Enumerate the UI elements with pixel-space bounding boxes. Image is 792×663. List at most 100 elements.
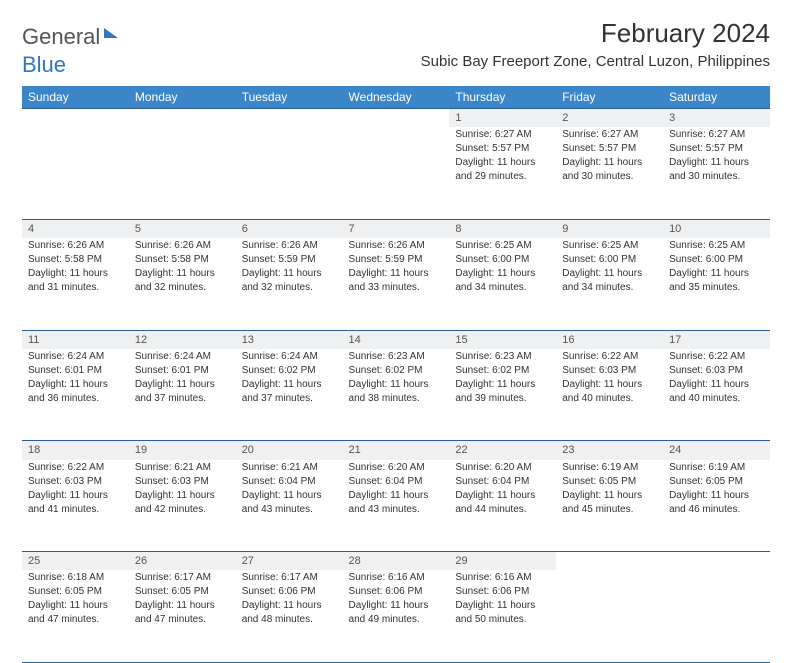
day-info-line: Daylight: 11 hours bbox=[562, 156, 657, 169]
day-info-line: Sunset: 6:04 PM bbox=[349, 475, 444, 488]
day-info-line: Daylight: 11 hours bbox=[28, 489, 123, 502]
logo-text-1: General bbox=[22, 24, 100, 50]
day-data-row: Sunrise: 6:18 AMSunset: 6:05 PMDaylight:… bbox=[22, 570, 770, 662]
day-number-row: 18192021222324 bbox=[22, 441, 770, 460]
day-number-cell bbox=[22, 109, 129, 128]
day-number-cell: 27 bbox=[236, 552, 343, 571]
day-info-line: Daylight: 11 hours bbox=[349, 599, 444, 612]
day-info-line: Sunrise: 6:25 AM bbox=[455, 239, 550, 252]
day-number-cell: 25 bbox=[22, 552, 129, 571]
day-number-cell: 6 bbox=[236, 219, 343, 238]
day-info-line: Sunrise: 6:27 AM bbox=[455, 128, 550, 141]
day-info-line: Sunrise: 6:27 AM bbox=[562, 128, 657, 141]
day-info-line: Sunrise: 6:21 AM bbox=[242, 461, 337, 474]
day-info-line: Daylight: 11 hours bbox=[242, 267, 337, 280]
day-number-cell: 5 bbox=[129, 219, 236, 238]
day-info-line: Sunset: 6:00 PM bbox=[455, 253, 550, 266]
day-number-row: 45678910 bbox=[22, 219, 770, 238]
day-info-line: Sunset: 6:01 PM bbox=[135, 364, 230, 377]
day-info-line: Sunrise: 6:21 AM bbox=[135, 461, 230, 474]
day-info-line: Sunset: 5:59 PM bbox=[349, 253, 444, 266]
day-info-line: Sunrise: 6:17 AM bbox=[242, 571, 337, 584]
day-info-line: and 46 minutes. bbox=[669, 503, 764, 516]
day-info-line: Daylight: 11 hours bbox=[455, 489, 550, 502]
day-info-line: Sunset: 6:06 PM bbox=[455, 585, 550, 598]
day-info-line: Daylight: 11 hours bbox=[562, 267, 657, 280]
day-number-cell: 16 bbox=[556, 330, 663, 349]
day-data-cell: Sunrise: 6:16 AMSunset: 6:06 PMDaylight:… bbox=[449, 570, 556, 662]
day-info-line: Sunrise: 6:26 AM bbox=[135, 239, 230, 252]
day-info-line: Sunset: 6:06 PM bbox=[349, 585, 444, 598]
day-info-line: Sunset: 6:00 PM bbox=[562, 253, 657, 266]
day-info-line: and 38 minutes. bbox=[349, 392, 444, 405]
day-info-line: Daylight: 11 hours bbox=[135, 378, 230, 391]
day-number-cell bbox=[556, 552, 663, 571]
day-data-row: Sunrise: 6:26 AMSunset: 5:58 PMDaylight:… bbox=[22, 238, 770, 330]
day-data-cell: Sunrise: 6:22 AMSunset: 6:03 PMDaylight:… bbox=[22, 460, 129, 552]
day-number-cell: 15 bbox=[449, 330, 556, 349]
day-info-line: and 40 minutes. bbox=[562, 392, 657, 405]
day-number-row: 11121314151617 bbox=[22, 330, 770, 349]
day-info-line: and 31 minutes. bbox=[28, 281, 123, 294]
day-info-line: Daylight: 11 hours bbox=[669, 267, 764, 280]
calendar-head: SundayMondayTuesdayWednesdayThursdayFrid… bbox=[22, 86, 770, 109]
day-info-line: Daylight: 11 hours bbox=[455, 599, 550, 612]
day-number-cell: 9 bbox=[556, 219, 663, 238]
day-info-line: Daylight: 11 hours bbox=[669, 156, 764, 169]
day-info-line: Sunset: 6:00 PM bbox=[669, 253, 764, 266]
day-number-cell bbox=[663, 552, 770, 571]
day-info-line: Sunset: 6:03 PM bbox=[669, 364, 764, 377]
day-data-row: Sunrise: 6:22 AMSunset: 6:03 PMDaylight:… bbox=[22, 460, 770, 552]
day-info-line: Daylight: 11 hours bbox=[242, 599, 337, 612]
day-info-line: and 35 minutes. bbox=[669, 281, 764, 294]
day-number-cell: 13 bbox=[236, 330, 343, 349]
day-number-cell: 28 bbox=[343, 552, 450, 571]
day-info-line: and 32 minutes. bbox=[135, 281, 230, 294]
day-data-cell: Sunrise: 6:26 AMSunset: 5:58 PMDaylight:… bbox=[129, 238, 236, 330]
day-data-cell: Sunrise: 6:24 AMSunset: 6:01 PMDaylight:… bbox=[22, 349, 129, 441]
day-info-line: Sunrise: 6:24 AM bbox=[28, 350, 123, 363]
day-info-line: Daylight: 11 hours bbox=[28, 267, 123, 280]
day-info-line: Sunset: 6:01 PM bbox=[28, 364, 123, 377]
day-number-cell: 7 bbox=[343, 219, 450, 238]
weekday-row: SundayMondayTuesdayWednesdayThursdayFrid… bbox=[22, 86, 770, 109]
day-data-cell: Sunrise: 6:22 AMSunset: 6:03 PMDaylight:… bbox=[556, 349, 663, 441]
day-data-cell: Sunrise: 6:18 AMSunset: 6:05 PMDaylight:… bbox=[22, 570, 129, 662]
day-number-cell: 19 bbox=[129, 441, 236, 460]
day-number-row: 2526272829 bbox=[22, 552, 770, 571]
day-number-row: 123 bbox=[22, 109, 770, 128]
day-info-line: Sunrise: 6:22 AM bbox=[28, 461, 123, 474]
day-info-line: Sunrise: 6:22 AM bbox=[669, 350, 764, 363]
day-info-line: Daylight: 11 hours bbox=[562, 378, 657, 391]
day-data-cell: Sunrise: 6:25 AMSunset: 6:00 PMDaylight:… bbox=[449, 238, 556, 330]
day-data-cell bbox=[22, 127, 129, 219]
day-info-line: Daylight: 11 hours bbox=[349, 489, 444, 502]
day-info-line: and 34 minutes. bbox=[562, 281, 657, 294]
day-info-line: Sunset: 6:02 PM bbox=[455, 364, 550, 377]
day-info-line: and 40 minutes. bbox=[669, 392, 764, 405]
day-info-line: Daylight: 11 hours bbox=[135, 267, 230, 280]
location: Subic Bay Freeport Zone, Central Luzon, … bbox=[421, 53, 770, 70]
day-data-cell: Sunrise: 6:17 AMSunset: 6:06 PMDaylight:… bbox=[236, 570, 343, 662]
day-data-cell: Sunrise: 6:20 AMSunset: 6:04 PMDaylight:… bbox=[449, 460, 556, 552]
day-info-line: Sunset: 6:05 PM bbox=[669, 475, 764, 488]
day-info-line: and 49 minutes. bbox=[349, 613, 444, 626]
day-info-line: Sunset: 6:05 PM bbox=[562, 475, 657, 488]
day-info-line: Sunrise: 6:17 AM bbox=[135, 571, 230, 584]
day-info-line: and 44 minutes. bbox=[455, 503, 550, 516]
title-block: February 2024 Subic Bay Freeport Zone, C… bbox=[421, 18, 770, 70]
day-data-cell bbox=[236, 127, 343, 219]
day-data-cell: Sunrise: 6:16 AMSunset: 6:06 PMDaylight:… bbox=[343, 570, 450, 662]
day-info-line: and 34 minutes. bbox=[455, 281, 550, 294]
day-number-cell: 3 bbox=[663, 109, 770, 128]
day-info-line: Sunset: 5:57 PM bbox=[562, 142, 657, 155]
day-number-cell: 10 bbox=[663, 219, 770, 238]
day-info-line: and 42 minutes. bbox=[135, 503, 230, 516]
day-number-cell: 18 bbox=[22, 441, 129, 460]
day-data-cell: Sunrise: 6:23 AMSunset: 6:02 PMDaylight:… bbox=[343, 349, 450, 441]
day-info-line: Daylight: 11 hours bbox=[455, 156, 550, 169]
day-info-line: and 37 minutes. bbox=[135, 392, 230, 405]
day-info-line: Sunrise: 6:26 AM bbox=[28, 239, 123, 252]
day-data-cell: Sunrise: 6:26 AMSunset: 5:59 PMDaylight:… bbox=[236, 238, 343, 330]
day-number-cell: 8 bbox=[449, 219, 556, 238]
